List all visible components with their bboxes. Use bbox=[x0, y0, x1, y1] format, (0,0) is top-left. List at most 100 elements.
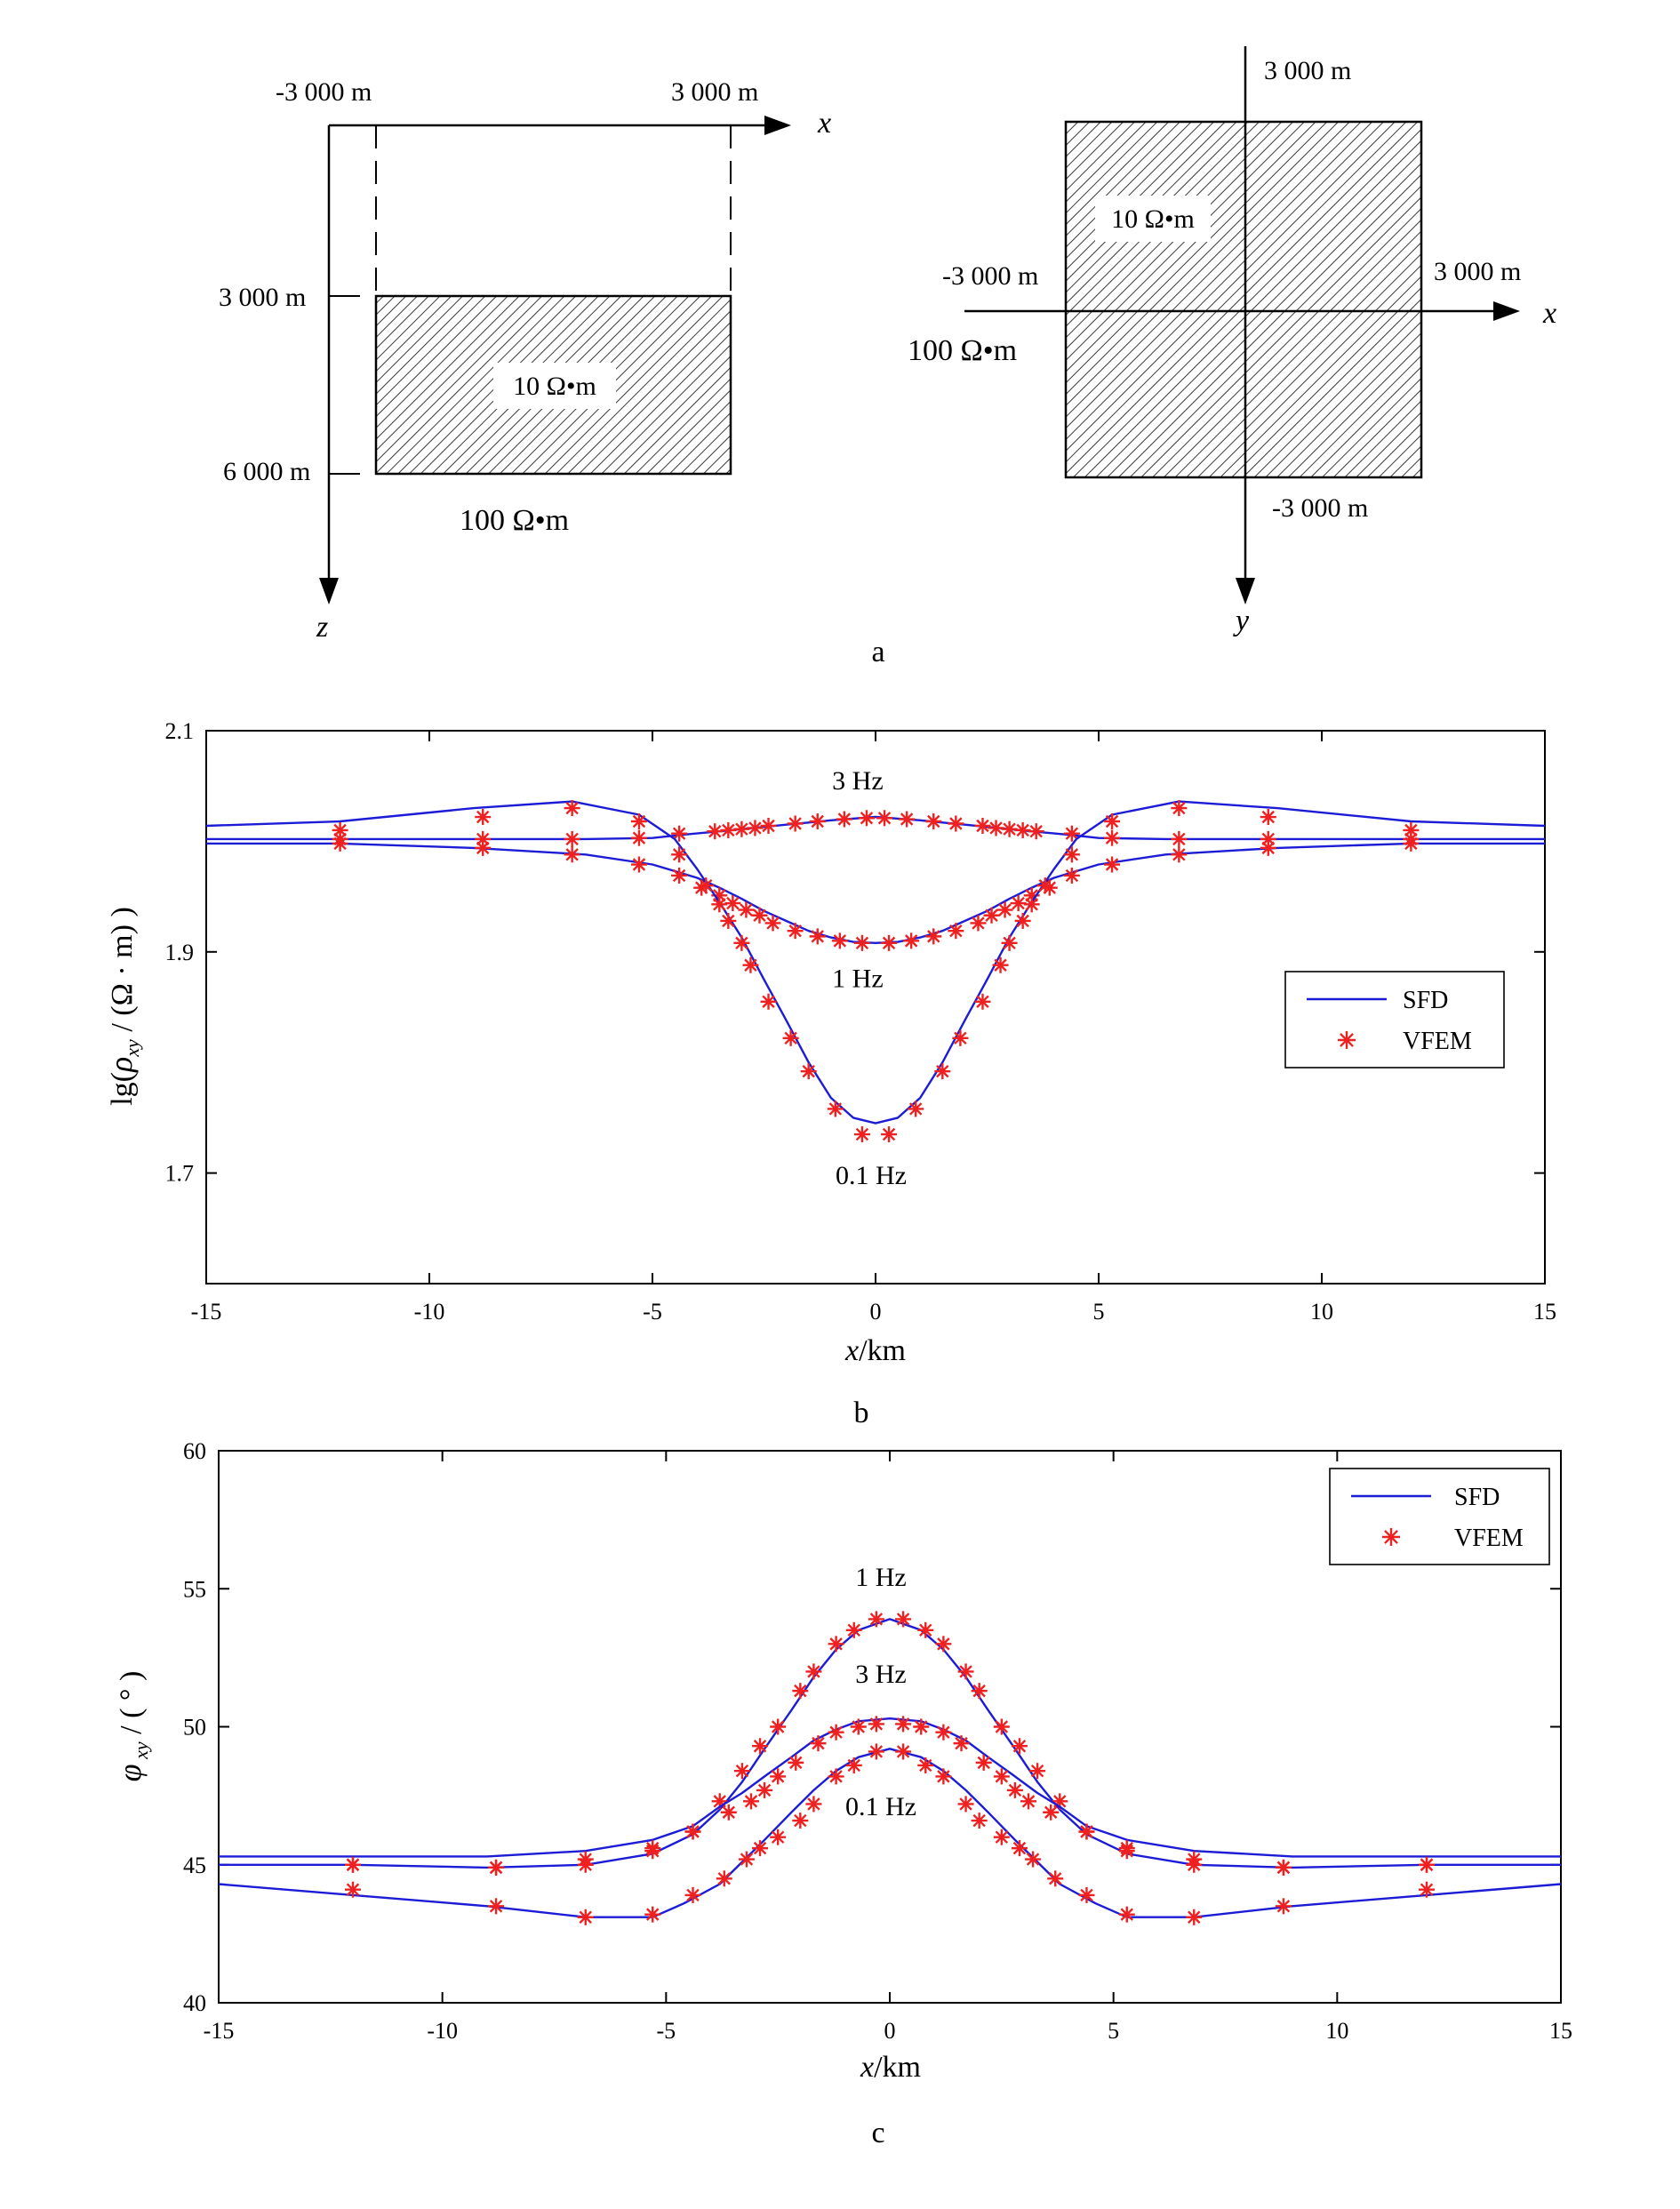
vfem-point bbox=[1006, 1781, 1023, 1798]
section-x-left-label: -3 000 m bbox=[276, 77, 372, 107]
chart-b-legend: SFD VFEM bbox=[1284, 971, 1505, 1068]
vfem-point bbox=[475, 839, 492, 856]
plan-y-axis-label: y bbox=[1233, 604, 1250, 637]
vfem-point bbox=[971, 1813, 988, 1829]
x-tick-label: -15 bbox=[204, 2018, 235, 2044]
vfem-point bbox=[742, 1793, 759, 1810]
chart-b-x-axis-label: x/km bbox=[844, 1334, 906, 1367]
panel-a-caption: a bbox=[871, 636, 884, 668]
chart-b-annotations: 3 Hz 1 Hz 0.1 Hz bbox=[832, 766, 907, 1190]
chart-b-y-axis-label: lg(ρxy / (Ω · m) ) bbox=[103, 907, 143, 1106]
chart-b-legend-vfem-label: VFEM bbox=[1403, 1028, 1472, 1055]
section-anomaly-label-box bbox=[493, 363, 616, 409]
vfem-point bbox=[630, 829, 647, 846]
vfem-point bbox=[345, 1856, 361, 1873]
x-tick-label: -5 bbox=[643, 1299, 662, 1325]
curve-label: 1 Hz bbox=[855, 1563, 906, 1592]
x-tick-label: 0 bbox=[870, 1299, 882, 1325]
vfem-point bbox=[917, 1621, 934, 1638]
plan-x-left-label: -3 000 m bbox=[942, 261, 1038, 291]
vfem-point bbox=[752, 1840, 769, 1857]
vfem-point bbox=[644, 1840, 661, 1857]
vfem-point bbox=[805, 1796, 822, 1813]
vfem-point bbox=[733, 820, 750, 837]
vfem-point bbox=[733, 1763, 750, 1780]
vfem-point bbox=[853, 1126, 870, 1143]
vfem-point bbox=[895, 1716, 912, 1733]
x-tick-label: -10 bbox=[427, 2018, 458, 2044]
vfem-point bbox=[925, 928, 942, 945]
x-tick-label: 15 bbox=[1533, 1299, 1556, 1325]
vfem-point bbox=[868, 1611, 884, 1628]
vfem-point bbox=[996, 901, 1013, 918]
vfem-point bbox=[899, 811, 916, 828]
chart-c-y-tick-labels: 40 45 50 55 60 bbox=[183, 1438, 206, 2016]
plan-background-label: 100 Ω•m bbox=[908, 334, 1017, 367]
plan-x-axis-label: x bbox=[1542, 297, 1556, 330]
sfd-line-3hz bbox=[206, 815, 1545, 841]
vfem-point bbox=[974, 817, 991, 834]
vfem-point bbox=[1001, 934, 1018, 951]
curve-label: 0.1 Hz bbox=[836, 1161, 907, 1190]
vfem-point bbox=[993, 1718, 1010, 1735]
y-tick-label: 55 bbox=[183, 1576, 206, 1602]
vfem-point bbox=[1078, 1886, 1095, 1903]
vfem-point bbox=[792, 1813, 809, 1829]
vfem-point bbox=[684, 1823, 701, 1840]
vfem-point bbox=[970, 915, 987, 932]
vfem-point bbox=[770, 1718, 787, 1735]
vfem-point bbox=[1047, 1870, 1064, 1887]
vfem-point bbox=[760, 993, 777, 1010]
plan-y-top-label: 3 000 m bbox=[1264, 56, 1351, 85]
vfem-point bbox=[850, 1718, 867, 1735]
vfem-point bbox=[1020, 1793, 1037, 1810]
chart-c-x-axis-label: x/km bbox=[860, 2051, 921, 2084]
vfem-point bbox=[738, 1851, 755, 1868]
vfem-point bbox=[1104, 813, 1121, 830]
vfem-point bbox=[345, 1881, 361, 1898]
vfem-point bbox=[828, 1636, 844, 1653]
vfem-point bbox=[1118, 1906, 1135, 1923]
vfem-point bbox=[935, 1724, 952, 1741]
vfem-point bbox=[881, 934, 898, 951]
chart-b-caption: b bbox=[854, 1397, 869, 1429]
vfem-point bbox=[752, 1738, 769, 1755]
vfem-point bbox=[974, 993, 991, 1010]
y-tick-label: 1.7 bbox=[165, 1161, 195, 1187]
vfem-point bbox=[913, 1718, 930, 1735]
chart-b-legend-sfd-label: SFD bbox=[1403, 987, 1448, 1014]
vfem-point bbox=[488, 1859, 505, 1876]
vfem-point bbox=[788, 1754, 804, 1771]
vfem-point bbox=[948, 815, 964, 832]
vfem-point bbox=[953, 1735, 970, 1752]
chart-b-y-tick-labels: 1.7 1.9 2.1 bbox=[165, 718, 195, 1187]
vfem-point bbox=[948, 923, 964, 940]
vfem-point bbox=[971, 1683, 988, 1700]
vfem-point bbox=[934, 1063, 951, 1080]
chart-b-x-tick-labels: -15 -10 -5 0 5 10 15 bbox=[191, 1299, 1556, 1325]
vfem-point bbox=[1403, 821, 1420, 838]
vfem-point bbox=[845, 1757, 862, 1773]
vfem-point bbox=[1011, 1738, 1028, 1755]
vfem-point bbox=[868, 1743, 884, 1760]
vfem-point bbox=[716, 1870, 732, 1887]
vfem-point bbox=[671, 825, 688, 842]
vfem-point bbox=[975, 1754, 992, 1771]
chart-c-legend: SFD VFEM bbox=[1329, 1468, 1550, 1565]
chart-c-legend-vfem-label: VFEM bbox=[1454, 1525, 1524, 1552]
vfem-point bbox=[993, 1768, 1010, 1785]
vfem-point bbox=[1104, 856, 1121, 873]
vfem-point bbox=[738, 901, 755, 918]
plan-anomaly-block bbox=[1064, 120, 1423, 479]
vfem-point bbox=[684, 1886, 701, 1903]
vfem-point bbox=[1036, 877, 1053, 894]
vfem-point bbox=[720, 821, 737, 838]
x-tick-label: -5 bbox=[656, 2018, 676, 2044]
vfem-point bbox=[1014, 821, 1031, 838]
vfem-point bbox=[1275, 1859, 1292, 1876]
vfem-point bbox=[983, 907, 1000, 924]
vfem-point bbox=[1260, 809, 1276, 826]
vfem-point bbox=[1063, 846, 1080, 863]
vfem-point bbox=[858, 810, 875, 827]
